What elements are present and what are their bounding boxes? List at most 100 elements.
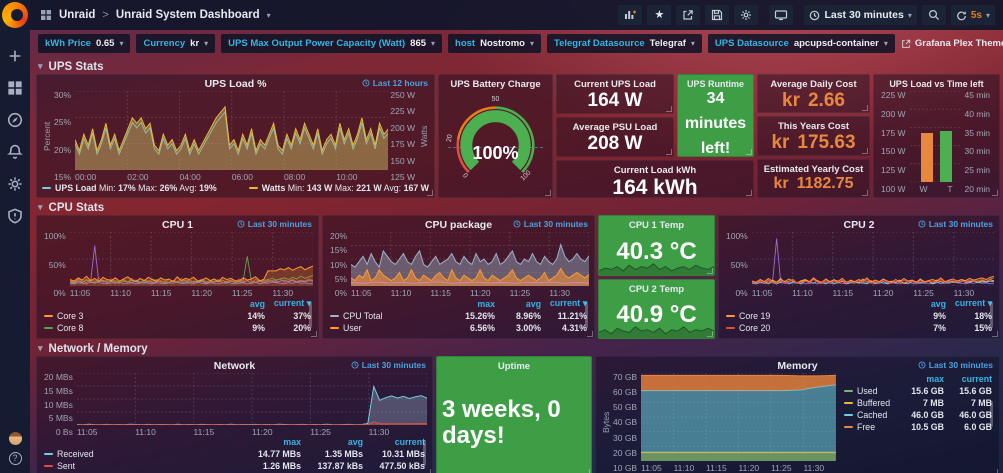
- legend-column-header[interactable]: max: [283, 437, 301, 447]
- legend-column-header[interactable]: current: [394, 437, 425, 447]
- legend-column-header[interactable]: current ▾: [954, 298, 992, 308]
- legend-column-header[interactable]: avg: [347, 437, 363, 447]
- chevron-down-icon[interactable]: ▾: [266, 10, 271, 20]
- breadcrumb-dashboard-title[interactable]: Unraid System Dashboard: [115, 9, 260, 21]
- panel-title[interactable]: Estimated Yearly Cost: [763, 163, 864, 175]
- legend: UPS Load Min: 17% Max: 26% Avg: 19% Watts…: [42, 183, 429, 193]
- panel-title[interactable]: Memory: [777, 360, 818, 372]
- panel-time-range[interactable]: Last 30 minutes: [513, 219, 588, 229]
- variable-currency[interactable]: Currency kr ▾: [136, 34, 216, 53]
- legend-item[interactable]: Core 8 9% 20%: [42, 322, 313, 334]
- panel-time-range[interactable]: Last 30 minutes: [237, 219, 312, 229]
- dashboards-icon[interactable]: [7, 80, 23, 96]
- panel-time-range[interactable]: Last 30 minutes: [351, 360, 426, 370]
- legend-item[interactable]: Core 19 9% 18%: [724, 310, 994, 322]
- zoom-out-button[interactable]: [921, 5, 946, 25]
- legend-column-header[interactable]: max: [477, 298, 495, 309]
- panel-title[interactable]: CPU 2 Temp: [628, 283, 685, 295]
- legend-column-header[interactable]: current ▾: [273, 298, 311, 308]
- share-dashboard-button[interactable]: [676, 5, 701, 25]
- panel-time-range[interactable]: Last 30 minutes: [918, 219, 993, 229]
- panel-title[interactable]: UPS Battery Charge: [450, 79, 541, 90]
- legend-item[interactable]: Core 3 14% 37%: [42, 310, 313, 322]
- legend-scrollbar[interactable]: [990, 302, 993, 328]
- panel-title[interactable]: Average Daily Cost: [770, 79, 857, 90]
- legend-column-header[interactable]: avg: [525, 298, 541, 309]
- legend-column-header[interactable]: avg: [930, 298, 946, 309]
- legend-item[interactable]: Core 20 7% 15%: [724, 322, 994, 334]
- user-avatar[interactable]: [8, 432, 22, 445]
- panel-title[interactable]: CPU package: [424, 219, 493, 231]
- legend-item[interactable]: Used 15.6 GB 15.6 GB: [842, 385, 994, 397]
- legend-item[interactable]: Buffered 7 MB 7 MB: [842, 397, 994, 409]
- server-admin-shield-icon[interactable]: [7, 208, 23, 224]
- y-tick: 45 min: [964, 90, 990, 100]
- x-tick: 11:05: [351, 288, 372, 298]
- refresh-button[interactable]: 5s ▾: [950, 5, 995, 25]
- row-header-cpu-stats[interactable]: ▾ CPU Stats: [38, 201, 105, 214]
- variable-telegraf-datasource[interactable]: Telegraf Datasource Telegraf ▾: [547, 34, 702, 53]
- variable-host[interactable]: host Nostromo ▾: [448, 34, 541, 53]
- legend-item[interactable]: Watts Min: 143 W Max: 221 W Avg: 167 W: [248, 183, 429, 193]
- panel-title[interactable]: Uptime: [497, 361, 531, 372]
- legend-column-header[interactable]: current ▾: [549, 298, 587, 308]
- variable-ups-max-output[interactable]: UPS Max Output Power Capacity (Watt) 865 ▾: [221, 34, 443, 53]
- plot-column: 11:05 11:10 11:15 11:20 11:25 11:30: [76, 373, 427, 437]
- legend: max current Used 15.6 GB 15.6 GB Buffered 7 MB…: [842, 374, 994, 433]
- panel-ups-battery-charge: UPS Battery Charge 0 20 50 100 100%: [438, 74, 553, 198]
- configuration-gear-icon[interactable]: [7, 176, 23, 192]
- legend-item[interactable]: Sent 1.26 MBs 137.87 kBs 477.50 kBs: [42, 460, 427, 472]
- legend-item[interactable]: Received 14.77 MBs 1.35 MBs 10.31 MBs: [42, 448, 427, 460]
- legend-item[interactable]: CPU Total 15.26% 8.96% 11.21%: [328, 310, 589, 322]
- legend-scrollbar[interactable]: [423, 440, 426, 466]
- legend-item[interactable]: Free 10.5 GB 6.0 GB: [842, 421, 994, 433]
- row-header-network-memory[interactable]: ▾ Network / Memory: [38, 342, 148, 355]
- y-tick: 0%: [735, 288, 748, 298]
- legend-item[interactable]: Cached 46.0 GB 46.0 GB: [842, 409, 994, 421]
- panel-title[interactable]: Current UPS Load: [574, 79, 656, 90]
- panel-title[interactable]: Network: [213, 360, 256, 372]
- panel-title[interactable]: UPS Load vs Time left: [889, 79, 984, 89]
- variable-ups-datasource[interactable]: UPS Datasource apcupsd-container ▾: [707, 34, 895, 53]
- panel-title[interactable]: UPS Runtime: [686, 79, 744, 89]
- variable-kwh-price[interactable]: kWh Price 0.65 ▾: [38, 34, 131, 53]
- series-color-swatch: [44, 327, 53, 329]
- panel-title[interactable]: Current Load kWh: [613, 165, 697, 176]
- time-range-picker[interactable]: Last 30 minutes ▾: [804, 5, 917, 25]
- panel-time-range[interactable]: Last 30 minutes: [918, 360, 993, 370]
- legend-column-header[interactable]: max: [926, 374, 944, 384]
- panel-title[interactable]: CPU 2: [843, 219, 875, 231]
- panel-title[interactable]: UPS Load %: [204, 78, 267, 90]
- panel-title[interactable]: CPU 1 Temp: [628, 220, 685, 231]
- y-tick: 70 GB: [613, 372, 638, 382]
- legend-column-header[interactable]: avg: [249, 298, 265, 309]
- star-dashboard-button[interactable]: ★: [647, 5, 672, 25]
- legend-scrollbar[interactable]: [309, 302, 312, 328]
- alerting-bell-icon[interactable]: [7, 144, 23, 160]
- help-icon[interactable]: ?: [8, 452, 22, 465]
- panel-time-range[interactable]: Last 12 hours: [362, 78, 428, 88]
- legend-item[interactable]: User 6.56% 3.00% 4.31%: [328, 322, 589, 334]
- row-header-ups-stats[interactable]: ▾ UPS Stats: [38, 60, 104, 73]
- x-tick: 11:10: [110, 288, 131, 298]
- dashboard-settings-button[interactable]: [734, 5, 759, 25]
- legend-item[interactable]: UPS Load Min: 17% Max: 26% Avg: 19%: [42, 183, 217, 193]
- y-tick: 25 min: [964, 165, 990, 176]
- panel-title[interactable]: CPU 1: [162, 219, 193, 231]
- breadcrumb-folder[interactable]: Unraid: [59, 9, 96, 21]
- legend-column-header[interactable]: current: [961, 374, 992, 384]
- grafana-logo-icon[interactable]: [2, 2, 28, 28]
- cycle-view-tv-button[interactable]: [769, 5, 794, 25]
- panel-title[interactable]: Average PSU Load: [572, 122, 658, 133]
- link-grafana-plex-theme[interactable]: Grafana Plex Theme: [901, 38, 1003, 49]
- explore-compass-icon[interactable]: [7, 112, 23, 128]
- y-tick: 30%: [54, 90, 72, 100]
- legend-scrollbar[interactable]: [585, 302, 588, 328]
- legend-scrollbar[interactable]: [990, 401, 993, 427]
- panel-current-load-kwh: Current Load kWh 164 kWh: [556, 160, 754, 198]
- save-dashboard-button[interactable]: [705, 5, 730, 25]
- create-plus-icon[interactable]: [7, 48, 23, 64]
- x-tick: 11:15: [832, 288, 854, 298]
- add-panel-button[interactable]: [618, 5, 643, 25]
- panel-title[interactable]: This Years Cost: [777, 121, 850, 133]
